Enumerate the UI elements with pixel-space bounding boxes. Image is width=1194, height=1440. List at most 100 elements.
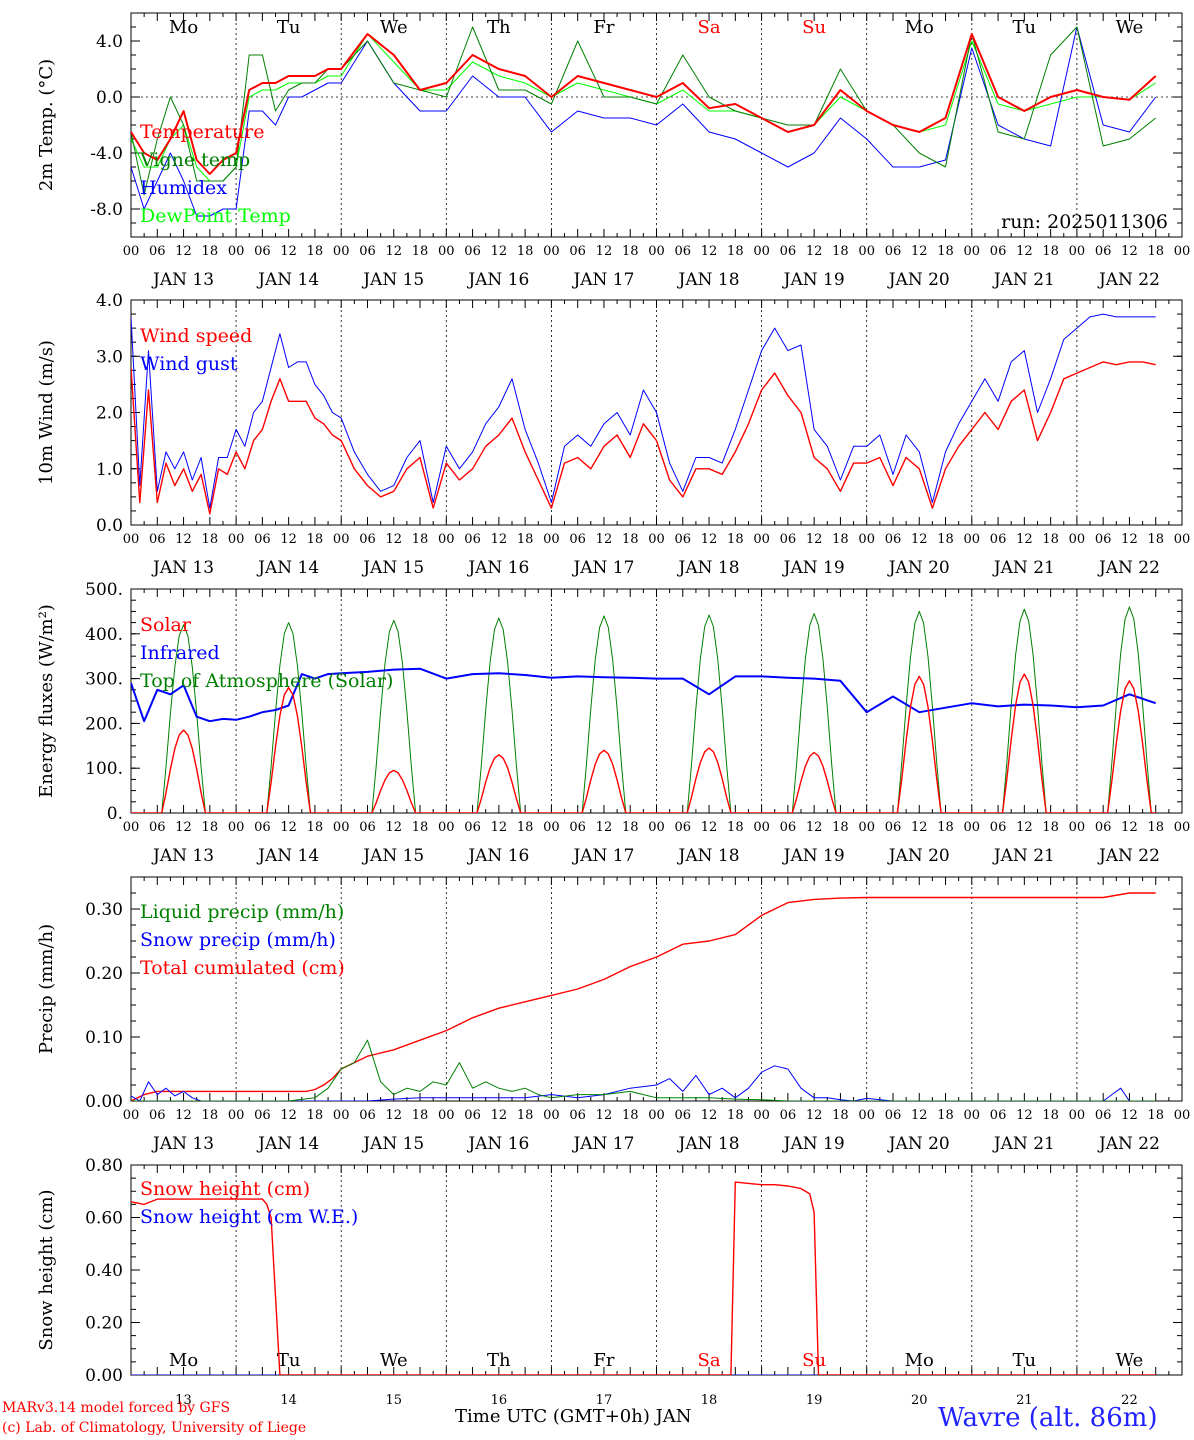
hour-label: 00 <box>858 820 875 835</box>
hour-label: 18 <box>832 820 849 835</box>
hour-label: 00 <box>753 244 770 259</box>
hour-label: 12 <box>1016 244 1033 259</box>
y-tick-label: 400. <box>85 625 123 645</box>
y-axis-title: 10m Wind (m/s) <box>36 340 57 485</box>
hour-label: 06 <box>569 532 586 547</box>
hour-label: 06 <box>569 244 586 259</box>
date-label: JAN 13 <box>151 846 214 866</box>
series-line <box>131 33 1156 182</box>
hour-label: 06 <box>675 1108 692 1123</box>
y-tick-label: 1.0 <box>96 460 123 480</box>
date-label: JAN 20 <box>887 558 950 578</box>
hour-label: 18 <box>202 1108 219 1123</box>
hour-label: 12 <box>911 1108 928 1123</box>
weekday-label: We <box>380 17 408 38</box>
hour-label: 00 <box>333 244 350 259</box>
weekday-label: Tu <box>277 17 301 38</box>
hour-label: 00 <box>123 1108 140 1123</box>
legend-entry: Total cumulated (cm) <box>140 957 345 979</box>
day-number-label: 21 <box>1016 1393 1033 1408</box>
hour-label: 00 <box>228 820 245 835</box>
hour-label: 12 <box>701 1108 718 1123</box>
weekday-label: Th <box>487 17 511 38</box>
weekday-label: Mo <box>905 1350 934 1371</box>
date-label: JAN 16 <box>466 1134 529 1154</box>
hour-label: 06 <box>780 820 797 835</box>
hour-label: 06 <box>990 244 1007 259</box>
series-line <box>131 313 1156 509</box>
hour-label: 06 <box>569 1108 586 1123</box>
legend-entry: Wind speed <box>140 325 252 347</box>
hour-label: 18 <box>1147 244 1164 259</box>
credit-line-1: MARv3.14 model forced by GFS <box>2 1400 231 1416</box>
hour-label: 00 <box>648 244 665 259</box>
date-label: JAN 19 <box>782 270 845 290</box>
date-label: JAN 17 <box>571 558 634 578</box>
hour-label: 18 <box>937 244 954 259</box>
hour-label: 06 <box>990 820 1007 835</box>
y-tick-label: 3.0 <box>96 347 123 367</box>
credit-line-2: (c) Lab. of Climatology, University of L… <box>2 1420 307 1436</box>
hour-label: 18 <box>622 532 639 547</box>
hour-label: 18 <box>622 820 639 835</box>
hour-label: 00 <box>123 820 140 835</box>
hour-label: 06 <box>885 1108 902 1123</box>
y-tick-label: 0.20 <box>85 1314 123 1334</box>
hour-label: 00 <box>964 244 981 259</box>
date-label: JAN 13 <box>151 270 214 290</box>
hour-label: 00 <box>438 532 455 547</box>
hour-label: 18 <box>622 1108 639 1123</box>
series-line <box>131 667 1157 723</box>
y-tick-label: 0.10 <box>85 1028 123 1048</box>
date-label: JAN 16 <box>466 270 529 290</box>
date-label: JAN 21 <box>992 846 1055 866</box>
hour-label: 00 <box>648 820 665 835</box>
day-number-label: 20 <box>911 1393 928 1408</box>
weekday-label: Tu <box>1013 1350 1037 1371</box>
hour-label: 12 <box>1121 1108 1138 1123</box>
hour-label: 06 <box>885 820 902 835</box>
date-label: JAN 14 <box>256 558 319 578</box>
hour-label: 00 <box>543 532 560 547</box>
hour-label: 00 <box>1069 532 1086 547</box>
hour-label-final: 00 <box>1174 820 1191 835</box>
series-line <box>131 26 1157 217</box>
hour-label-final: 00 <box>1174 1108 1191 1123</box>
date-label: JAN 13 <box>151 1134 214 1154</box>
hour-label: 12 <box>175 1108 192 1123</box>
weekday-label: We <box>1116 1350 1144 1371</box>
hour-label: 18 <box>832 532 849 547</box>
series-line <box>131 892 1156 1101</box>
hour-label: 06 <box>990 532 1007 547</box>
day-number-label: 14 <box>280 1393 297 1408</box>
weekday-label: Fr <box>593 17 614 38</box>
y-tick-label: 0. <box>107 804 123 824</box>
series-line <box>131 33 1157 175</box>
y-tick-label: 200. <box>85 714 123 734</box>
date-label: JAN 22 <box>1097 558 1160 578</box>
hour-label: 00 <box>333 820 350 835</box>
hour-label: 18 <box>727 244 744 259</box>
hour-label: 12 <box>911 532 928 547</box>
hour-label: 12 <box>385 820 402 835</box>
weekday-label: Sa <box>698 1350 721 1371</box>
hour-label: 12 <box>806 1108 823 1123</box>
date-label: JAN 15 <box>361 270 424 290</box>
weekday-label: We <box>380 1350 408 1371</box>
series-line <box>131 1181 1156 1375</box>
hour-label: 12 <box>1121 532 1138 547</box>
y-tick-label: 500. <box>85 580 123 600</box>
hour-label: 00 <box>438 244 455 259</box>
day-number-label: 15 <box>385 1393 402 1408</box>
legend-entry: Liquid precip (mm/h) <box>140 901 344 923</box>
series-line <box>131 673 1156 813</box>
hour-label: 06 <box>359 532 376 547</box>
hour-label: 00 <box>228 532 245 547</box>
y-tick-label: 0.30 <box>85 900 123 920</box>
hour-label: 12 <box>491 532 508 547</box>
hour-label: 18 <box>202 532 219 547</box>
hour-label: 12 <box>911 820 928 835</box>
hour-label: 18 <box>1042 820 1059 835</box>
date-label: JAN 22 <box>1097 1134 1160 1154</box>
